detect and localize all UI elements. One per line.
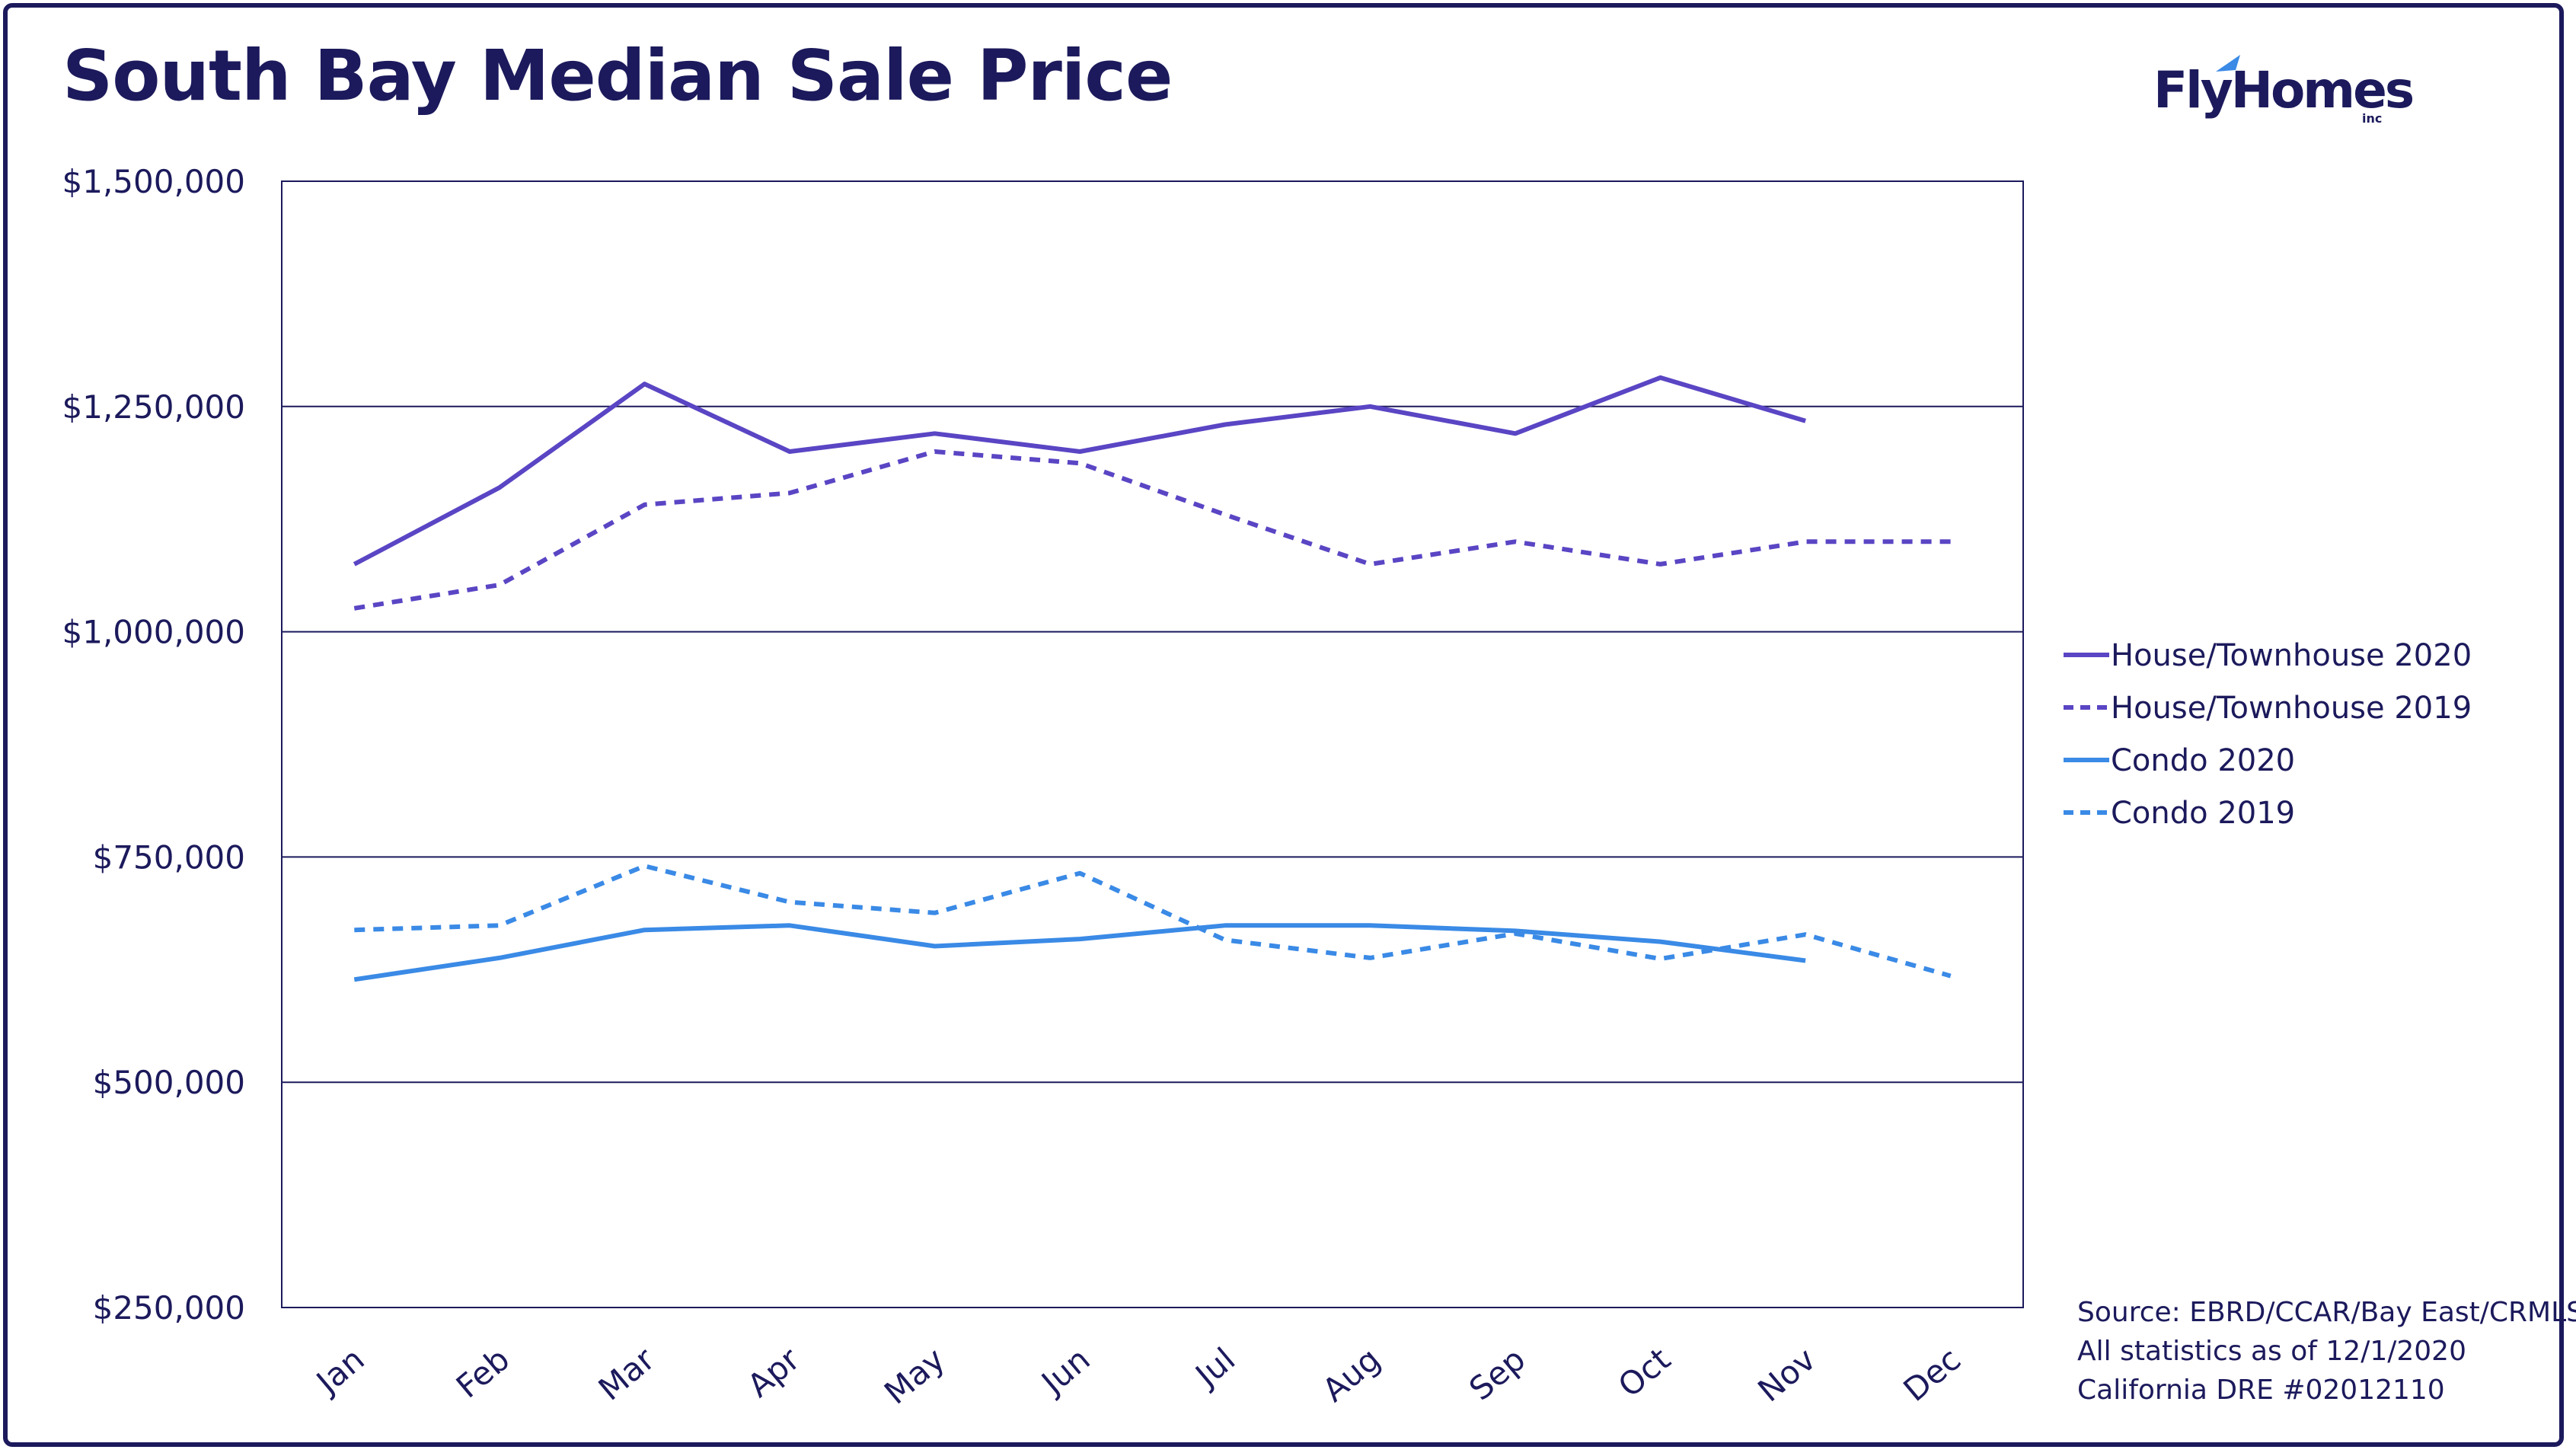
logo-subtext: inc [2362,111,2383,126]
x-tick-label: Mar [592,1340,662,1408]
y-tick-label: $1,000,000 [62,614,245,651]
y-tick-label: $1,500,000 [62,163,245,200]
y-axis: $250,000 $500,000 $750,000 $1,000,000 $1,250… [62,163,245,1327]
x-tick-label: Jul [1187,1340,1243,1395]
legend-label: House/Townhouse 2020 [2111,638,2472,673]
series-line [354,864,1952,979]
legend: House/Townhouse 2020 House/Townhouse 2019… [2064,638,2472,831]
x-tick-label: Dec [1896,1340,1968,1409]
series-line [353,923,1806,982]
x-tick-label: Jan [308,1340,371,1402]
series-lines [353,375,1952,982]
x-tick-label: Aug [1315,1340,1387,1409]
legend-label: Condo 2020 [2111,743,2295,778]
dre-line: California DRE #02012110 [2077,1375,2445,1406]
grid-lines [282,180,2023,1308]
x-tick-label: Sep [1462,1340,1532,1407]
source-note: Source: EBRD/CCAR/Bay East/CRMLS All sta… [2077,1293,2576,1410]
y-tick-label: $1,250,000 [62,388,245,426]
logo-wing-icon [2216,55,2240,72]
logo-text: FlyHomes [2153,61,2415,120]
y-tick-label: $750,000 [93,838,245,876]
x-tick-label: Feb [449,1340,516,1405]
x-tick-label: Apr [740,1340,807,1405]
y-tick-label: $250,000 [93,1289,245,1327]
x-axis: Jan Feb Mar Apr May Jun Jul Aug Sep Oct Nov Dec [308,1340,1968,1412]
x-tick-label: Jun [1033,1340,1097,1403]
x-tick-label: Nov [1751,1340,1822,1409]
source-line: Source: EBRD/CCAR/Bay East/CRMLS [2077,1297,2576,1328]
legend-label: Condo 2019 [2111,796,2295,831]
y-tick-label: $500,000 [93,1064,245,1101]
legend-label: House/Townhouse 2019 [2111,691,2472,726]
x-tick-label: May [877,1340,952,1411]
x-tick-label: Oct [1611,1340,1677,1404]
series-line [353,375,1806,567]
chart-title: South Bay Median Sale Price [62,35,1173,117]
series-line [353,449,1951,611]
stats-date-line: All statistics as of 12/1/2020 [2077,1336,2466,1367]
chart-frame [3,3,2564,1447]
flyhomes-logo: FlyHomes inc [2147,46,2415,137]
plot-area [281,180,2024,1308]
